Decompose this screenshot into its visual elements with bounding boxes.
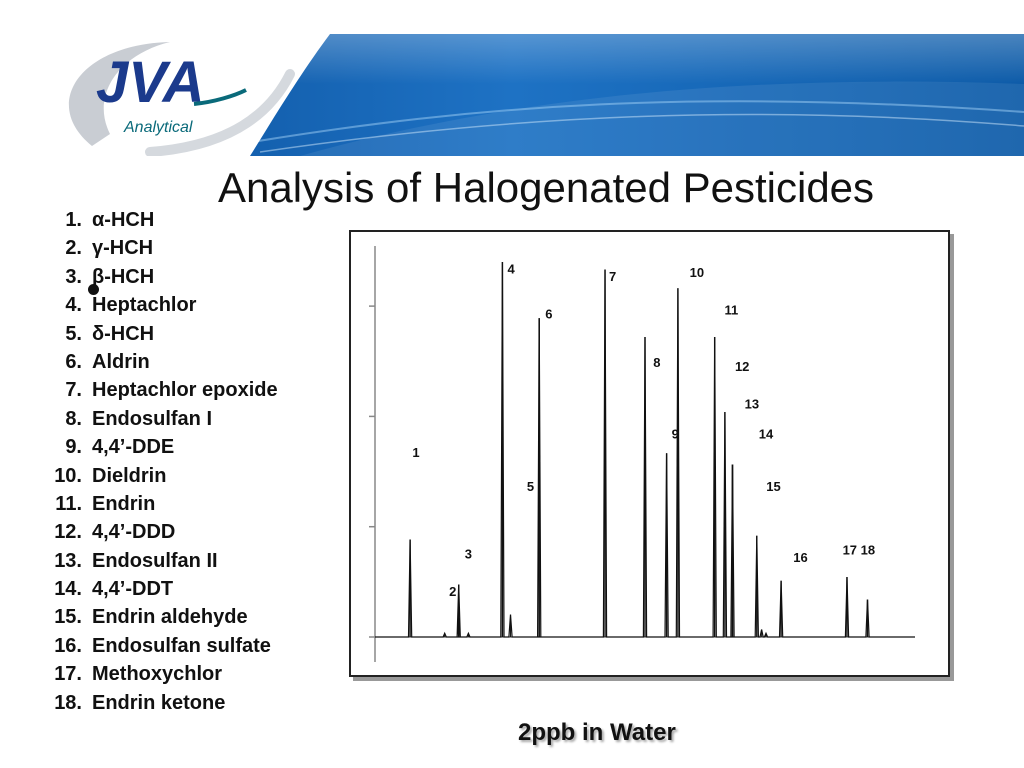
logo-swoosh [68, 42, 170, 146]
peak-label-14: 14 [759, 426, 774, 441]
compound-name: 4,4’-DDE [92, 436, 175, 459]
compound-number: 7. [65, 379, 82, 402]
compound-name: Dieldrin [92, 464, 167, 487]
compound-number: 1. [65, 209, 82, 231]
peak-label-15: 15 [766, 479, 780, 494]
compound-number: 9. [65, 436, 82, 459]
compound-number: 4. [65, 294, 82, 317]
compound-name: 4,4’-DDT [92, 578, 174, 601]
compound-name: Endrin ketone [92, 691, 226, 714]
chromatogram-frame: 1 2 3 4 5 6 7 8 9 10 11 12 13 14 15 16 17 18 [349, 230, 950, 677]
compound-number: 10. [54, 464, 82, 487]
compound-name: Heptachlor [92, 294, 197, 317]
peak-label-4: 4 [507, 261, 515, 276]
compound-number: 2. [65, 237, 82, 260]
compound-name: Aldrin [92, 350, 150, 373]
chart-caption: 2ppb in Water [518, 719, 676, 746]
compound-name: Heptachlor epoxide [92, 379, 278, 402]
peak-label-17-18: 17 18 [843, 543, 876, 558]
peak-label-9: 9 [672, 426, 679, 441]
compound-name: Endosulfan I [92, 407, 212, 430]
compound-number: 14. [54, 578, 82, 601]
header-banner [0, 34, 1024, 156]
peak-label-1: 1 [412, 445, 419, 460]
compound-number: 15. [54, 606, 82, 629]
logo-subtitle: Analytical [123, 119, 193, 136]
compound-name: 4,4’-DDD [92, 521, 176, 544]
peak-label-5: 5 [527, 479, 534, 494]
logo: JVA Analytical [94, 44, 254, 144]
peak-label-16: 16 [793, 550, 807, 565]
compound-number: 5. [65, 322, 82, 345]
peak-label-6: 6 [545, 306, 552, 321]
compound-name: Endrin aldehyde [92, 606, 248, 629]
peak-label-2: 2 [449, 584, 456, 599]
peak-label-11: 11 [725, 303, 739, 318]
page-title: Analysis of Halogenated Pesticides [218, 164, 875, 211]
peak-label-3: 3 [465, 546, 472, 561]
compound-name: Methoxychlor [92, 663, 223, 686]
logo-title: JVA [96, 50, 205, 115]
peak-label-12: 12 [735, 359, 749, 374]
compound-name: α-HCH [92, 209, 155, 231]
compound-number: 6. [65, 350, 82, 373]
compound-name: Endrin [92, 492, 156, 515]
compound-name: Endosulfan II [92, 549, 218, 572]
compound-name: γ-HCH [92, 237, 154, 260]
peak-label-7: 7 [609, 269, 616, 284]
compound-number: 18. [54, 691, 82, 714]
compound-name: δ-HCH [92, 322, 155, 345]
compound-number: 12. [54, 521, 82, 544]
compound-number: 17. [54, 663, 82, 686]
compound-number: 13. [54, 549, 82, 572]
peak-label-13: 13 [745, 396, 759, 411]
peak-label-10: 10 [690, 265, 704, 280]
compound-number: 16. [54, 634, 82, 657]
compound-number: 11. [55, 492, 82, 515]
compound-number: 8. [65, 407, 82, 430]
compound-number: 3. [65, 265, 82, 288]
bullet-dot [88, 284, 99, 295]
compound-name: Endosulfan sulfate [92, 634, 271, 657]
peak-label-8: 8 [653, 355, 660, 370]
compound-name: β-HCH [92, 265, 155, 288]
